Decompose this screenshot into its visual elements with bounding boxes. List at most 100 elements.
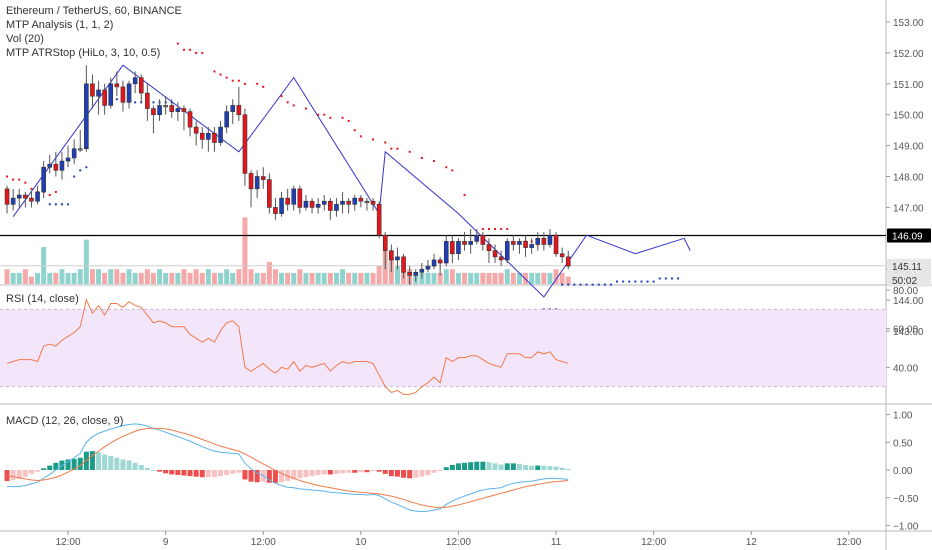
candle-body	[248, 173, 254, 190]
macd-histogram-bar	[102, 454, 108, 470]
candle	[303, 195, 309, 211]
candle	[108, 77, 114, 109]
volume-bar	[480, 272, 486, 284]
macd-histogram-bar	[150, 470, 156, 471]
candle-body	[346, 200, 351, 205]
candle-body	[413, 271, 419, 276]
atrstop-dot-blue	[79, 169, 82, 172]
candle-body	[437, 259, 443, 264]
volume-legend[interactable]: Vol (20)	[6, 33, 44, 45]
macd-histogram-bar	[419, 470, 425, 477]
macd-histogram-bar	[333, 470, 339, 474]
macd-histogram-bar	[535, 465, 541, 470]
atrstop-dot-red	[317, 113, 320, 116]
macd-histogram-bar	[510, 463, 516, 470]
candle-body	[504, 241, 510, 261]
atrstop-dot-blue	[60, 203, 63, 206]
volume-bar	[218, 272, 224, 284]
candle	[535, 232, 541, 251]
candle-body	[541, 238, 547, 245]
candle	[419, 263, 425, 279]
atrstop-dot-blue	[616, 280, 619, 283]
macd-histogram-bar	[291, 470, 297, 480]
candle-body	[242, 114, 248, 174]
macd-histogram-bar	[175, 470, 181, 475]
atrstop-dot-red	[384, 141, 387, 144]
atrstop-dot-blue	[85, 166, 88, 169]
volume-bar	[4, 269, 10, 284]
volume-bar	[230, 272, 236, 284]
macd-histogram-bar	[53, 462, 59, 470]
atrstop-dot-blue	[567, 283, 570, 286]
volume-bar	[565, 276, 571, 284]
macd-histogram-bar	[266, 470, 272, 483]
macd-legend[interactable]: MACD (12, 26, close, 9)	[6, 415, 124, 427]
mtp-analysis-legend[interactable]: MTP Analysis (1, 1, 2)	[6, 19, 114, 31]
candle	[53, 151, 59, 177]
macd-histogram-bar	[474, 461, 480, 470]
candle	[401, 253, 406, 279]
signal-line	[6, 427, 569, 509]
candle	[248, 170, 254, 208]
candle	[517, 238, 522, 254]
candle-body	[468, 241, 473, 245]
atrstop-dot-red	[6, 175, 9, 178]
volume-bar	[163, 272, 169, 284]
time-tick-label: 11	[551, 537, 562, 548]
macd-histogram-bar	[254, 470, 260, 483]
macd-histogram-bar	[71, 458, 77, 470]
macd-histogram-bar	[41, 468, 47, 470]
candle-body	[126, 83, 132, 103]
atrstop-dot-blue	[646, 280, 649, 283]
candle	[157, 99, 162, 121]
candle	[254, 170, 260, 199]
volume-bar	[358, 272, 364, 284]
volume-bar	[547, 272, 553, 284]
candle	[175, 102, 181, 121]
atrstop-legend[interactable]: MTP ATRStop (HiLo, 3, 10, 0.5)	[6, 47, 161, 59]
volume-bar	[254, 272, 260, 284]
macd-histogram-bar	[315, 470, 321, 475]
candle	[187, 108, 193, 137]
atrstop-dot-blue	[585, 283, 588, 286]
candle-body	[29, 197, 34, 202]
candle	[565, 250, 571, 270]
atrstop-dot-blue	[609, 283, 612, 286]
candle	[541, 232, 547, 251]
macd-histogram-bar	[242, 470, 248, 480]
volume-bar	[28, 276, 34, 284]
candle	[321, 195, 327, 211]
candle	[279, 191, 284, 217]
volume-bar	[516, 272, 522, 284]
candle-body	[163, 105, 168, 108]
atrstop-dot-red	[243, 82, 246, 85]
atrstop-dot-red	[347, 119, 350, 122]
volume-bar	[333, 272, 339, 284]
volume-bar	[309, 272, 315, 284]
candle-body	[309, 200, 315, 208]
candle	[511, 235, 516, 251]
rsi-legend[interactable]: RSI (14, close)	[6, 293, 79, 305]
candle-body	[41, 166, 46, 193]
macd-histogram-bar	[297, 470, 303, 479]
candle	[260, 167, 266, 189]
candle-body	[77, 148, 83, 151]
candle-body	[547, 234, 553, 245]
candle	[462, 232, 467, 251]
atrstop-dot-red	[304, 107, 307, 110]
volume-bar	[53, 272, 59, 284]
atrstop-dot-red	[481, 228, 484, 231]
atrstop-dot-red	[213, 70, 216, 73]
macd-histogram-bar	[138, 465, 144, 470]
volume-bar	[205, 269, 211, 284]
candle-body	[364, 200, 370, 204]
atrstop-dot-blue	[677, 277, 680, 280]
macd-histogram-bar	[498, 464, 504, 470]
candle	[309, 198, 315, 214]
symbol-title[interactable]: Ethereum / TetherUS, 60, BINANCE	[6, 5, 182, 17]
candle	[468, 229, 473, 254]
macd-tick-label: 1.00	[893, 411, 913, 422]
candle	[10, 188, 16, 211]
candle-body	[114, 83, 120, 88]
